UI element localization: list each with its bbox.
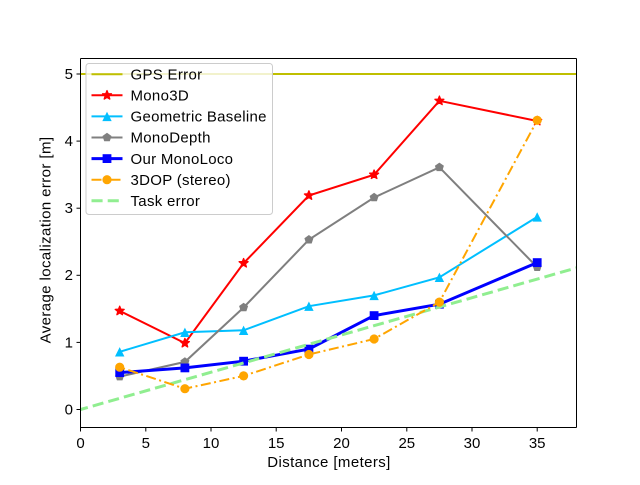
svg-text:Our MonoLoco: Our MonoLoco — [131, 151, 234, 168]
svg-text:15: 15 — [268, 435, 285, 452]
svg-text:0: 0 — [65, 401, 73, 418]
svg-text:3: 3 — [65, 200, 73, 217]
svg-text:5: 5 — [65, 66, 73, 83]
svg-text:0: 0 — [76, 435, 84, 452]
svg-text:Mono3D: Mono3D — [131, 88, 190, 105]
svg-text:GPS Error: GPS Error — [131, 66, 203, 83]
svg-text:5: 5 — [142, 435, 150, 452]
svg-text:10: 10 — [203, 435, 220, 452]
svg-text:25: 25 — [398, 435, 415, 452]
svg-text:3DOP (stereo): 3DOP (stereo) — [131, 172, 231, 189]
svg-text:35: 35 — [529, 435, 546, 452]
svg-text:20: 20 — [333, 435, 350, 452]
svg-text:Distance [meters]: Distance [meters] — [267, 454, 391, 471]
svg-text:4: 4 — [65, 133, 73, 150]
svg-text:Geometric Baseline: Geometric Baseline — [131, 109, 267, 126]
svg-text:2: 2 — [65, 267, 73, 284]
svg-text:Average localization error [m]: Average localization error [m] — [38, 137, 55, 344]
svg-text:1: 1 — [65, 334, 73, 351]
svg-text:30: 30 — [464, 435, 481, 452]
svg-text:Task error: Task error — [131, 193, 201, 210]
svg-text:MonoDepth: MonoDepth — [131, 130, 211, 147]
